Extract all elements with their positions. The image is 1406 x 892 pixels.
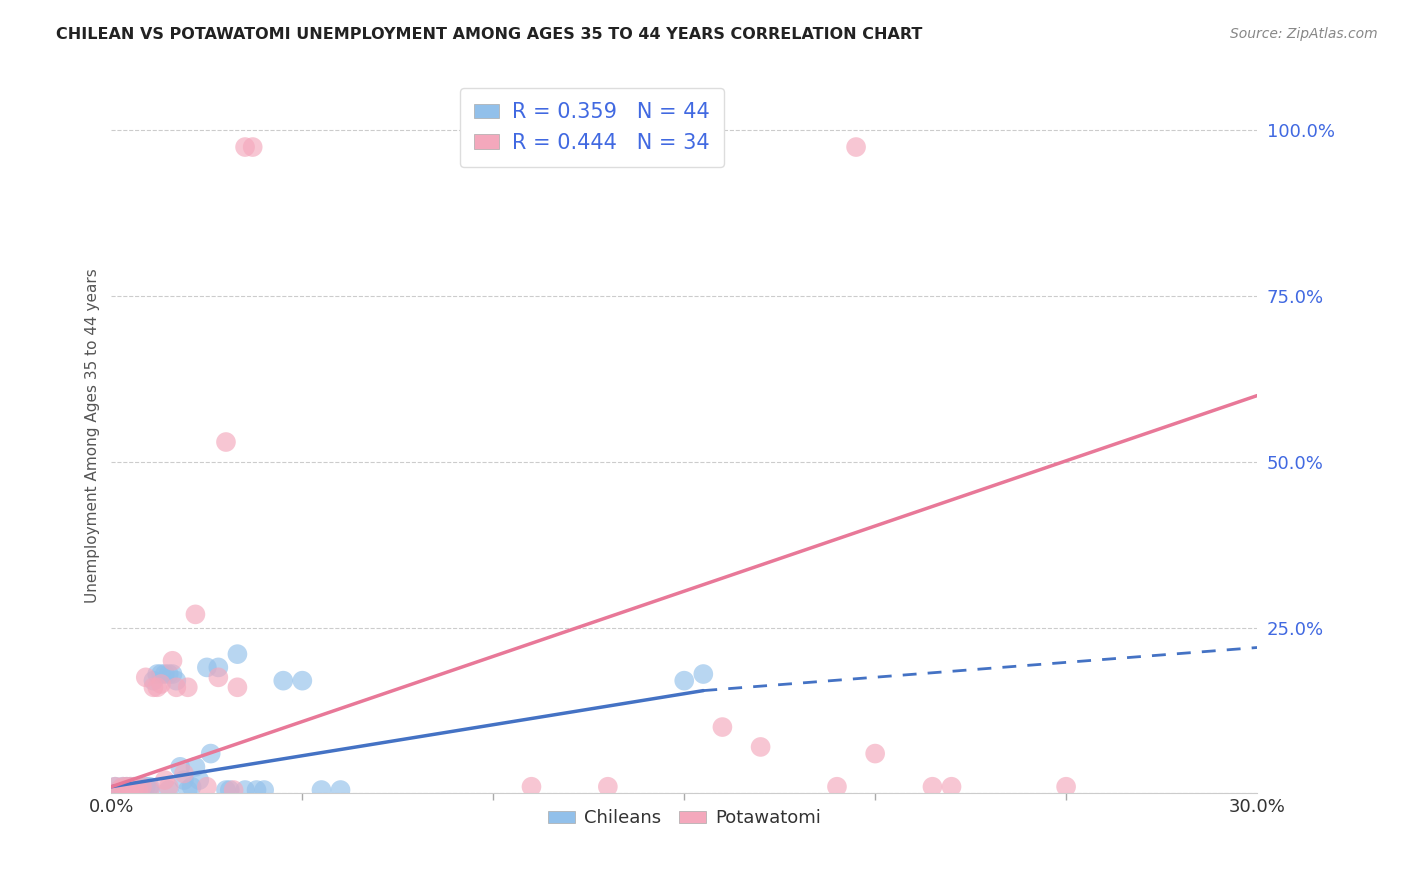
Point xyxy=(124,780,146,794)
Point xyxy=(177,783,200,797)
Point xyxy=(233,783,256,797)
Point xyxy=(124,783,146,797)
Point xyxy=(127,783,149,797)
Point xyxy=(177,681,200,695)
Point xyxy=(157,783,180,797)
Point xyxy=(104,780,127,794)
Point xyxy=(311,783,333,797)
Point xyxy=(184,607,207,622)
Point xyxy=(108,783,131,797)
Point xyxy=(173,773,195,788)
Point xyxy=(115,780,138,794)
Point xyxy=(120,783,142,797)
Point xyxy=(120,780,142,794)
Point xyxy=(845,140,868,154)
Point xyxy=(233,140,256,154)
Point xyxy=(131,783,153,797)
Point xyxy=(111,780,134,794)
Point xyxy=(184,760,207,774)
Point xyxy=(146,681,169,695)
Point xyxy=(108,783,131,797)
Point xyxy=(692,667,714,681)
Point xyxy=(291,673,314,688)
Point xyxy=(245,783,267,797)
Point xyxy=(127,780,149,794)
Point xyxy=(329,783,352,797)
Point xyxy=(207,660,229,674)
Point xyxy=(215,783,238,797)
Point xyxy=(941,780,963,794)
Point xyxy=(153,667,176,681)
Point xyxy=(218,783,240,797)
Point xyxy=(921,780,943,794)
Point xyxy=(138,783,160,797)
Point xyxy=(104,780,127,794)
Point xyxy=(226,681,249,695)
Point xyxy=(135,780,157,794)
Point xyxy=(596,780,619,794)
Point xyxy=(150,677,173,691)
Point xyxy=(135,670,157,684)
Point xyxy=(271,673,294,688)
Point xyxy=(520,780,543,794)
Point xyxy=(111,783,134,797)
Point xyxy=(169,760,191,774)
Point xyxy=(157,667,180,681)
Point xyxy=(127,783,149,797)
Point xyxy=(173,766,195,780)
Point xyxy=(673,673,696,688)
Point xyxy=(180,780,202,794)
Point xyxy=(157,780,180,794)
Point xyxy=(138,783,160,797)
Point xyxy=(195,660,218,674)
Point xyxy=(711,720,734,734)
Text: CHILEAN VS POTAWATOMI UNEMPLOYMENT AMONG AGES 35 TO 44 YEARS CORRELATION CHART: CHILEAN VS POTAWATOMI UNEMPLOYMENT AMONG… xyxy=(56,27,922,42)
Point xyxy=(863,747,886,761)
Point xyxy=(253,783,276,797)
Point xyxy=(146,667,169,681)
Point xyxy=(131,780,153,794)
Point xyxy=(1054,780,1077,794)
Point xyxy=(195,780,218,794)
Point xyxy=(242,140,264,154)
Point xyxy=(138,780,160,794)
Text: Source: ZipAtlas.com: Source: ZipAtlas.com xyxy=(1230,27,1378,41)
Point xyxy=(207,670,229,684)
Point xyxy=(142,673,165,688)
Point xyxy=(162,667,184,681)
Legend: Chileans, Potawatomi: Chileans, Potawatomi xyxy=(540,802,828,834)
Point xyxy=(226,647,249,661)
Point xyxy=(120,780,142,794)
Point xyxy=(115,780,138,794)
Point xyxy=(162,654,184,668)
Point xyxy=(142,681,165,695)
Point xyxy=(188,773,211,788)
Point xyxy=(165,681,187,695)
Point xyxy=(111,780,134,794)
Point xyxy=(200,747,222,761)
Y-axis label: Unemployment Among Ages 35 to 44 years: Unemployment Among Ages 35 to 44 years xyxy=(86,268,100,603)
Point xyxy=(165,673,187,688)
Point xyxy=(825,780,848,794)
Point xyxy=(222,783,245,797)
Point xyxy=(215,435,238,450)
Point xyxy=(150,667,173,681)
Point xyxy=(124,780,146,794)
Point xyxy=(749,739,772,754)
Point xyxy=(153,773,176,788)
